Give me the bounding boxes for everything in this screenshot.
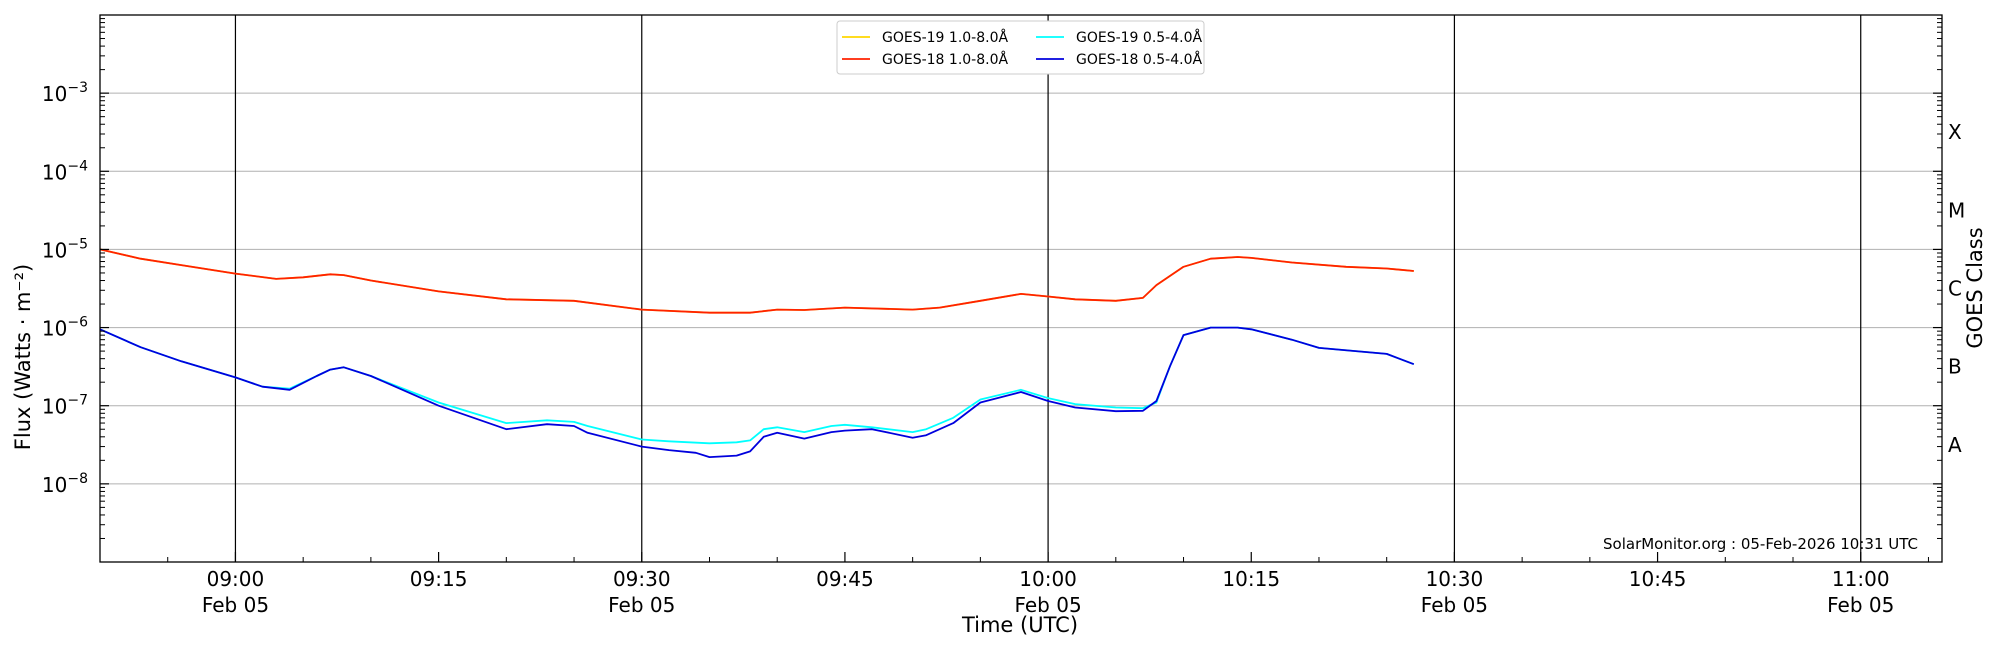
credit-annotation: SolarMonitor.org : 05-Feb-2026 10:31 UTC [1603, 535, 1918, 553]
legend-label: GOES-19 1.0-8.0Å [882, 29, 1008, 46]
x-axis-label: Time (UTC) [961, 613, 1078, 637]
y-tick-label: 10−6 [42, 315, 88, 341]
legend: GOES-19 1.0-8.0Å GOES-18 1.0-8.0Å GOES-19 … [836, 20, 1205, 75]
grid-layer [100, 15, 1942, 562]
x-tick-label: 09:30 [613, 567, 671, 591]
goes-class-label: B [1948, 355, 1962, 379]
x-tick-label: 11:00 [1832, 567, 1890, 591]
x-tick-label: 09:45 [816, 567, 874, 591]
x-tick-label: 10:00 [1019, 567, 1077, 591]
x-tick-date-label: Feb 05 [1014, 593, 1081, 617]
goes-class-label: A [1948, 433, 1962, 457]
y-axis-label: Flux (Watts · m⁻²) [11, 264, 35, 450]
legend-label: GOES-18 0.5-4.0Å [1076, 51, 1202, 68]
y-tick-label: 10−5 [42, 236, 88, 262]
y-tick-label: 10−7 [42, 393, 88, 419]
goes-class-label: C [1948, 277, 1962, 301]
x-tick-date-label: Feb 05 [608, 593, 675, 617]
x-tick-label: 09:00 [207, 567, 265, 591]
goes-class-label: X [1948, 120, 1962, 144]
legend-label: GOES-18 1.0-8.0Å [882, 51, 1008, 68]
series-layer [99, 248, 1415, 459]
series-line [99, 248, 1414, 314]
series-line [99, 326, 1415, 459]
goes-class-axis-label: GOES Class [1963, 227, 1987, 348]
x-tick-date-label: Feb 05 [1421, 593, 1488, 617]
y-tick-label: 10−8 [42, 471, 88, 497]
legend-box [836, 20, 1205, 75]
x-tick-label: 10:15 [1222, 567, 1280, 591]
ticks-layer [99, 18, 1942, 562]
plot-frame [99, 14, 1943, 563]
legend-label: GOES-19 0.5-4.0Å [1076, 29, 1202, 46]
y-tick-label: 10−4 [42, 158, 88, 184]
y-tick-label: 10−3 [42, 80, 88, 106]
x-tick-label: 09:15 [410, 567, 468, 591]
goes-class-label: M [1948, 198, 1965, 222]
x-tick-label: 10:45 [1629, 567, 1687, 591]
x-tick-date-label: Feb 05 [202, 593, 269, 617]
x-tick-date-label: Feb 05 [1827, 593, 1894, 617]
x-tick-label: 10:30 [1426, 567, 1484, 591]
